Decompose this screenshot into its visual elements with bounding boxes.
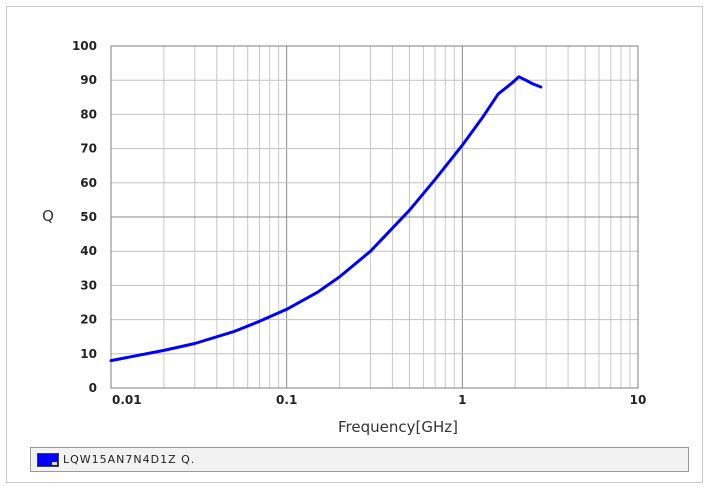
x-tick-label: 0.1: [276, 393, 297, 407]
y-tick-label: 100: [72, 39, 97, 53]
y-tick-label: 70: [80, 142, 97, 156]
y-tick-label: 0: [89, 381, 97, 395]
series-line-q: [109, 75, 543, 363]
x-tick-label: 1: [458, 393, 466, 407]
legend-swatch-icon[interactable]: [37, 452, 59, 467]
y-tick-label: 10: [80, 347, 97, 361]
tick-labels: 0 10 20 30 40 50 60 70 80 90 100 0.01 0.1 1 10: [72, 39, 646, 407]
y-tick-label: 90: [80, 73, 97, 87]
y-tick-label: 40: [80, 244, 97, 258]
y-axis-label: Q: [42, 207, 54, 225]
grid: [110, 45, 638, 389]
x-axis-label: Frequency[GHz]: [338, 418, 458, 436]
chart-frame: [6, 6, 703, 483]
plot-border: [110, 45, 639, 389]
y-tick-label: 30: [80, 278, 97, 292]
y-tick-label: 50: [80, 210, 97, 224]
legend-label: LQW15AN7N4D1Z Q.: [63, 453, 196, 466]
y-tick-label: 80: [80, 107, 97, 121]
x-tick-label: 0.01: [112, 393, 142, 407]
x-tick-label: 10: [630, 393, 647, 407]
y-tick-label: 60: [80, 176, 97, 190]
y-tick-label: 20: [80, 313, 97, 327]
legend: LQW15AN7N4D1Z Q.: [30, 447, 689, 472]
